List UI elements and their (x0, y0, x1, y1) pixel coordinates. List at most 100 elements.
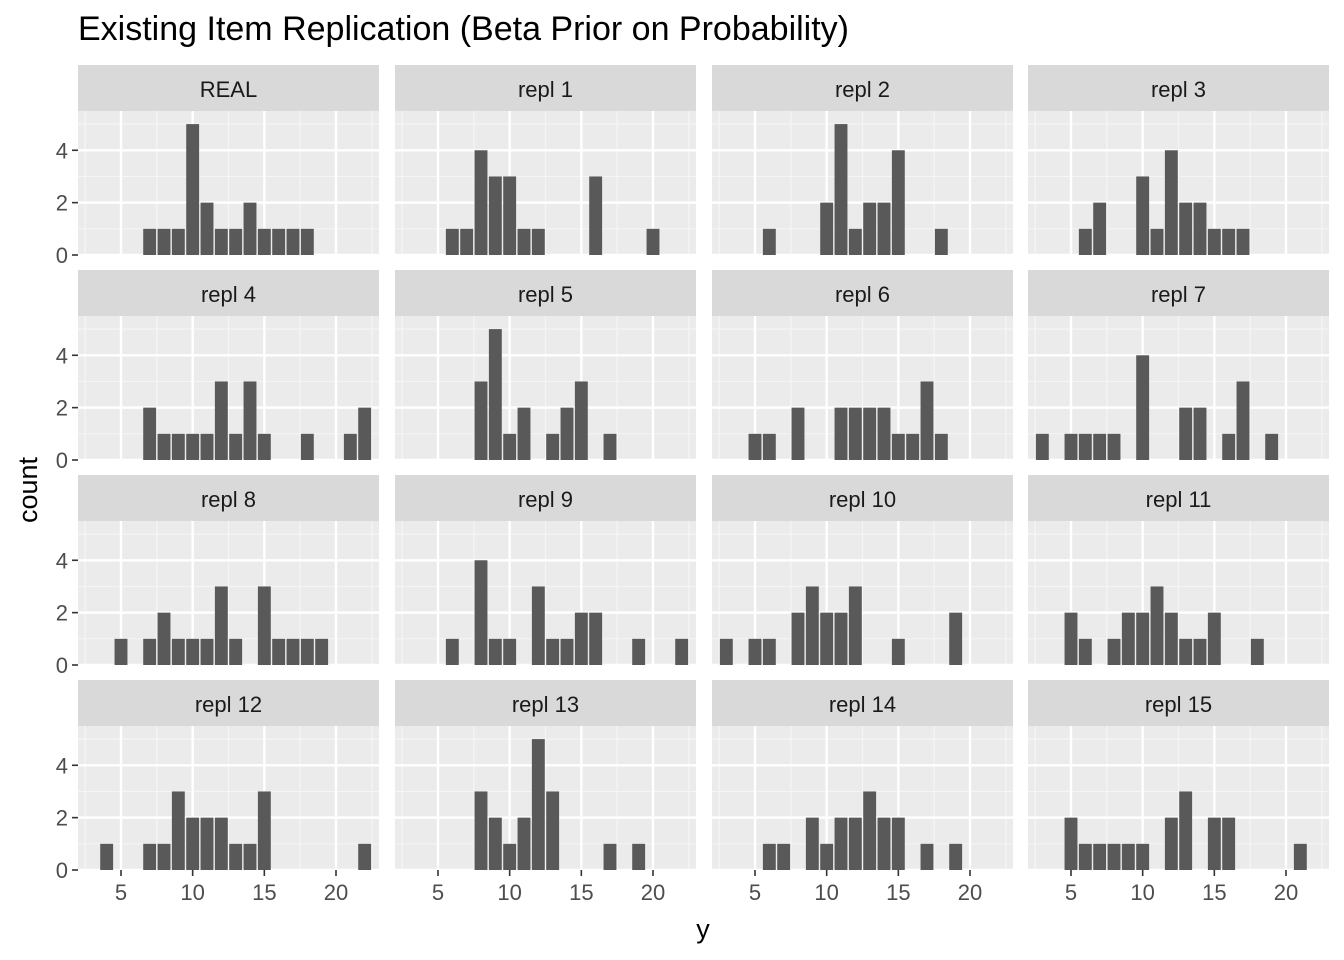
facet-label: repl 6 (835, 282, 890, 307)
x-tick-label: 15 (569, 880, 593, 905)
x-tick-label: 15 (886, 880, 910, 905)
facet-label: repl 10 (829, 487, 896, 512)
histogram-bar (1093, 433, 1107, 460)
facet-strip (395, 65, 696, 111)
histogram-bar (171, 433, 185, 460)
histogram-bar (1136, 355, 1150, 460)
histogram-bar (243, 381, 257, 460)
histogram-bar (488, 329, 502, 460)
histogram-bar (300, 433, 314, 460)
histogram-bar (272, 638, 286, 665)
facet-label: repl 15 (1145, 692, 1212, 717)
facet-strip (1028, 680, 1329, 726)
histogram-bar (863, 407, 877, 460)
facet-strip (78, 65, 379, 111)
histogram-bar (214, 381, 228, 460)
histogram-bar (1078, 228, 1092, 255)
facet-panel: repl 6 (712, 270, 1013, 462)
histogram-bar (632, 638, 646, 665)
histogram-bar (1150, 586, 1164, 665)
histogram-bar (1064, 433, 1078, 460)
histogram-bar (934, 433, 948, 460)
y-axis-title: count (13, 456, 43, 523)
histogram-bar (517, 228, 531, 255)
histogram-bar (503, 638, 517, 665)
histogram-bar (257, 433, 271, 460)
histogram-bar (1093, 202, 1107, 255)
histogram-bar (1164, 150, 1178, 255)
histogram-bar (445, 638, 459, 665)
facet-label: repl 9 (518, 487, 573, 512)
y-tick-label: 4 (56, 548, 68, 573)
histogram-bar (1236, 381, 1250, 460)
histogram-bar (531, 739, 545, 870)
histogram-bar (474, 791, 488, 870)
histogram-bar (820, 612, 834, 665)
facet-label: repl 11 (1146, 487, 1212, 512)
facet-label: repl 5 (518, 282, 573, 307)
histogram-bar (488, 638, 502, 665)
facet-label: repl 1 (518, 77, 573, 102)
x-tick-label: 10 (497, 880, 521, 905)
y-tick-label: 2 (56, 191, 68, 216)
histogram-bar (1078, 638, 1092, 665)
facet-strip (395, 270, 696, 316)
x-tick-label: 20 (958, 880, 982, 905)
histogram-bar (286, 638, 300, 665)
histogram-bar (762, 638, 776, 665)
histogram-bar (157, 228, 171, 255)
histogram-bar (200, 638, 214, 665)
histogram-bar (200, 817, 214, 870)
histogram-bar (229, 433, 243, 460)
histogram-bar (186, 124, 200, 255)
histogram-bar (186, 433, 200, 460)
facet-panel: repl 1 (395, 65, 696, 257)
facet-strip (395, 680, 696, 726)
histogram-bar (805, 586, 819, 665)
x-tick-label: 20 (1274, 880, 1298, 905)
histogram-bar (863, 791, 877, 870)
histogram-bar (1207, 228, 1221, 255)
facet-strip (1028, 270, 1329, 316)
histogram-bar (560, 407, 574, 460)
histogram-bar (920, 381, 934, 460)
y-tick-label: 2 (56, 601, 68, 626)
histogram-bar (517, 817, 531, 870)
facet-label: REAL (200, 77, 257, 102)
chart-title: Existing Item Replication (Beta Prior on… (78, 10, 849, 48)
histogram-bar (949, 843, 963, 870)
facet-panel: repl 5 (395, 270, 696, 462)
histogram-bar (603, 843, 617, 870)
facet-strip (395, 475, 696, 521)
x-axis-title: y (696, 914, 710, 944)
histogram-bar (1093, 843, 1107, 870)
histogram-bar (1207, 817, 1221, 870)
y-tick-label: 4 (56, 753, 68, 778)
facet-strip (1028, 65, 1329, 111)
histogram-bar (1136, 843, 1150, 870)
histogram-bar (603, 433, 617, 460)
histogram-bar (1293, 843, 1307, 870)
histogram-bar (143, 638, 157, 665)
facet-strip (712, 65, 1013, 111)
y-tick-label: 4 (56, 138, 68, 163)
histogram-bar (1179, 638, 1193, 665)
histogram-bar (762, 843, 776, 870)
facet-panel: REAL 0 2 4 (56, 65, 379, 268)
histogram-bar (114, 638, 128, 665)
histogram-bar (517, 407, 531, 460)
histogram-bar (1064, 612, 1078, 665)
histogram-bar (1078, 433, 1092, 460)
facet-strip (712, 270, 1013, 316)
histogram-bar (1164, 612, 1178, 665)
histogram-bar (805, 817, 819, 870)
histogram-bar (186, 638, 200, 665)
histogram-bar (531, 228, 545, 255)
histogram-bar (229, 843, 243, 870)
histogram-bar (488, 817, 502, 870)
histogram-bar (257, 791, 271, 870)
histogram-bar (171, 228, 185, 255)
histogram-bar (646, 228, 660, 255)
histogram-bar (546, 638, 560, 665)
y-tick-label: 2 (56, 396, 68, 421)
